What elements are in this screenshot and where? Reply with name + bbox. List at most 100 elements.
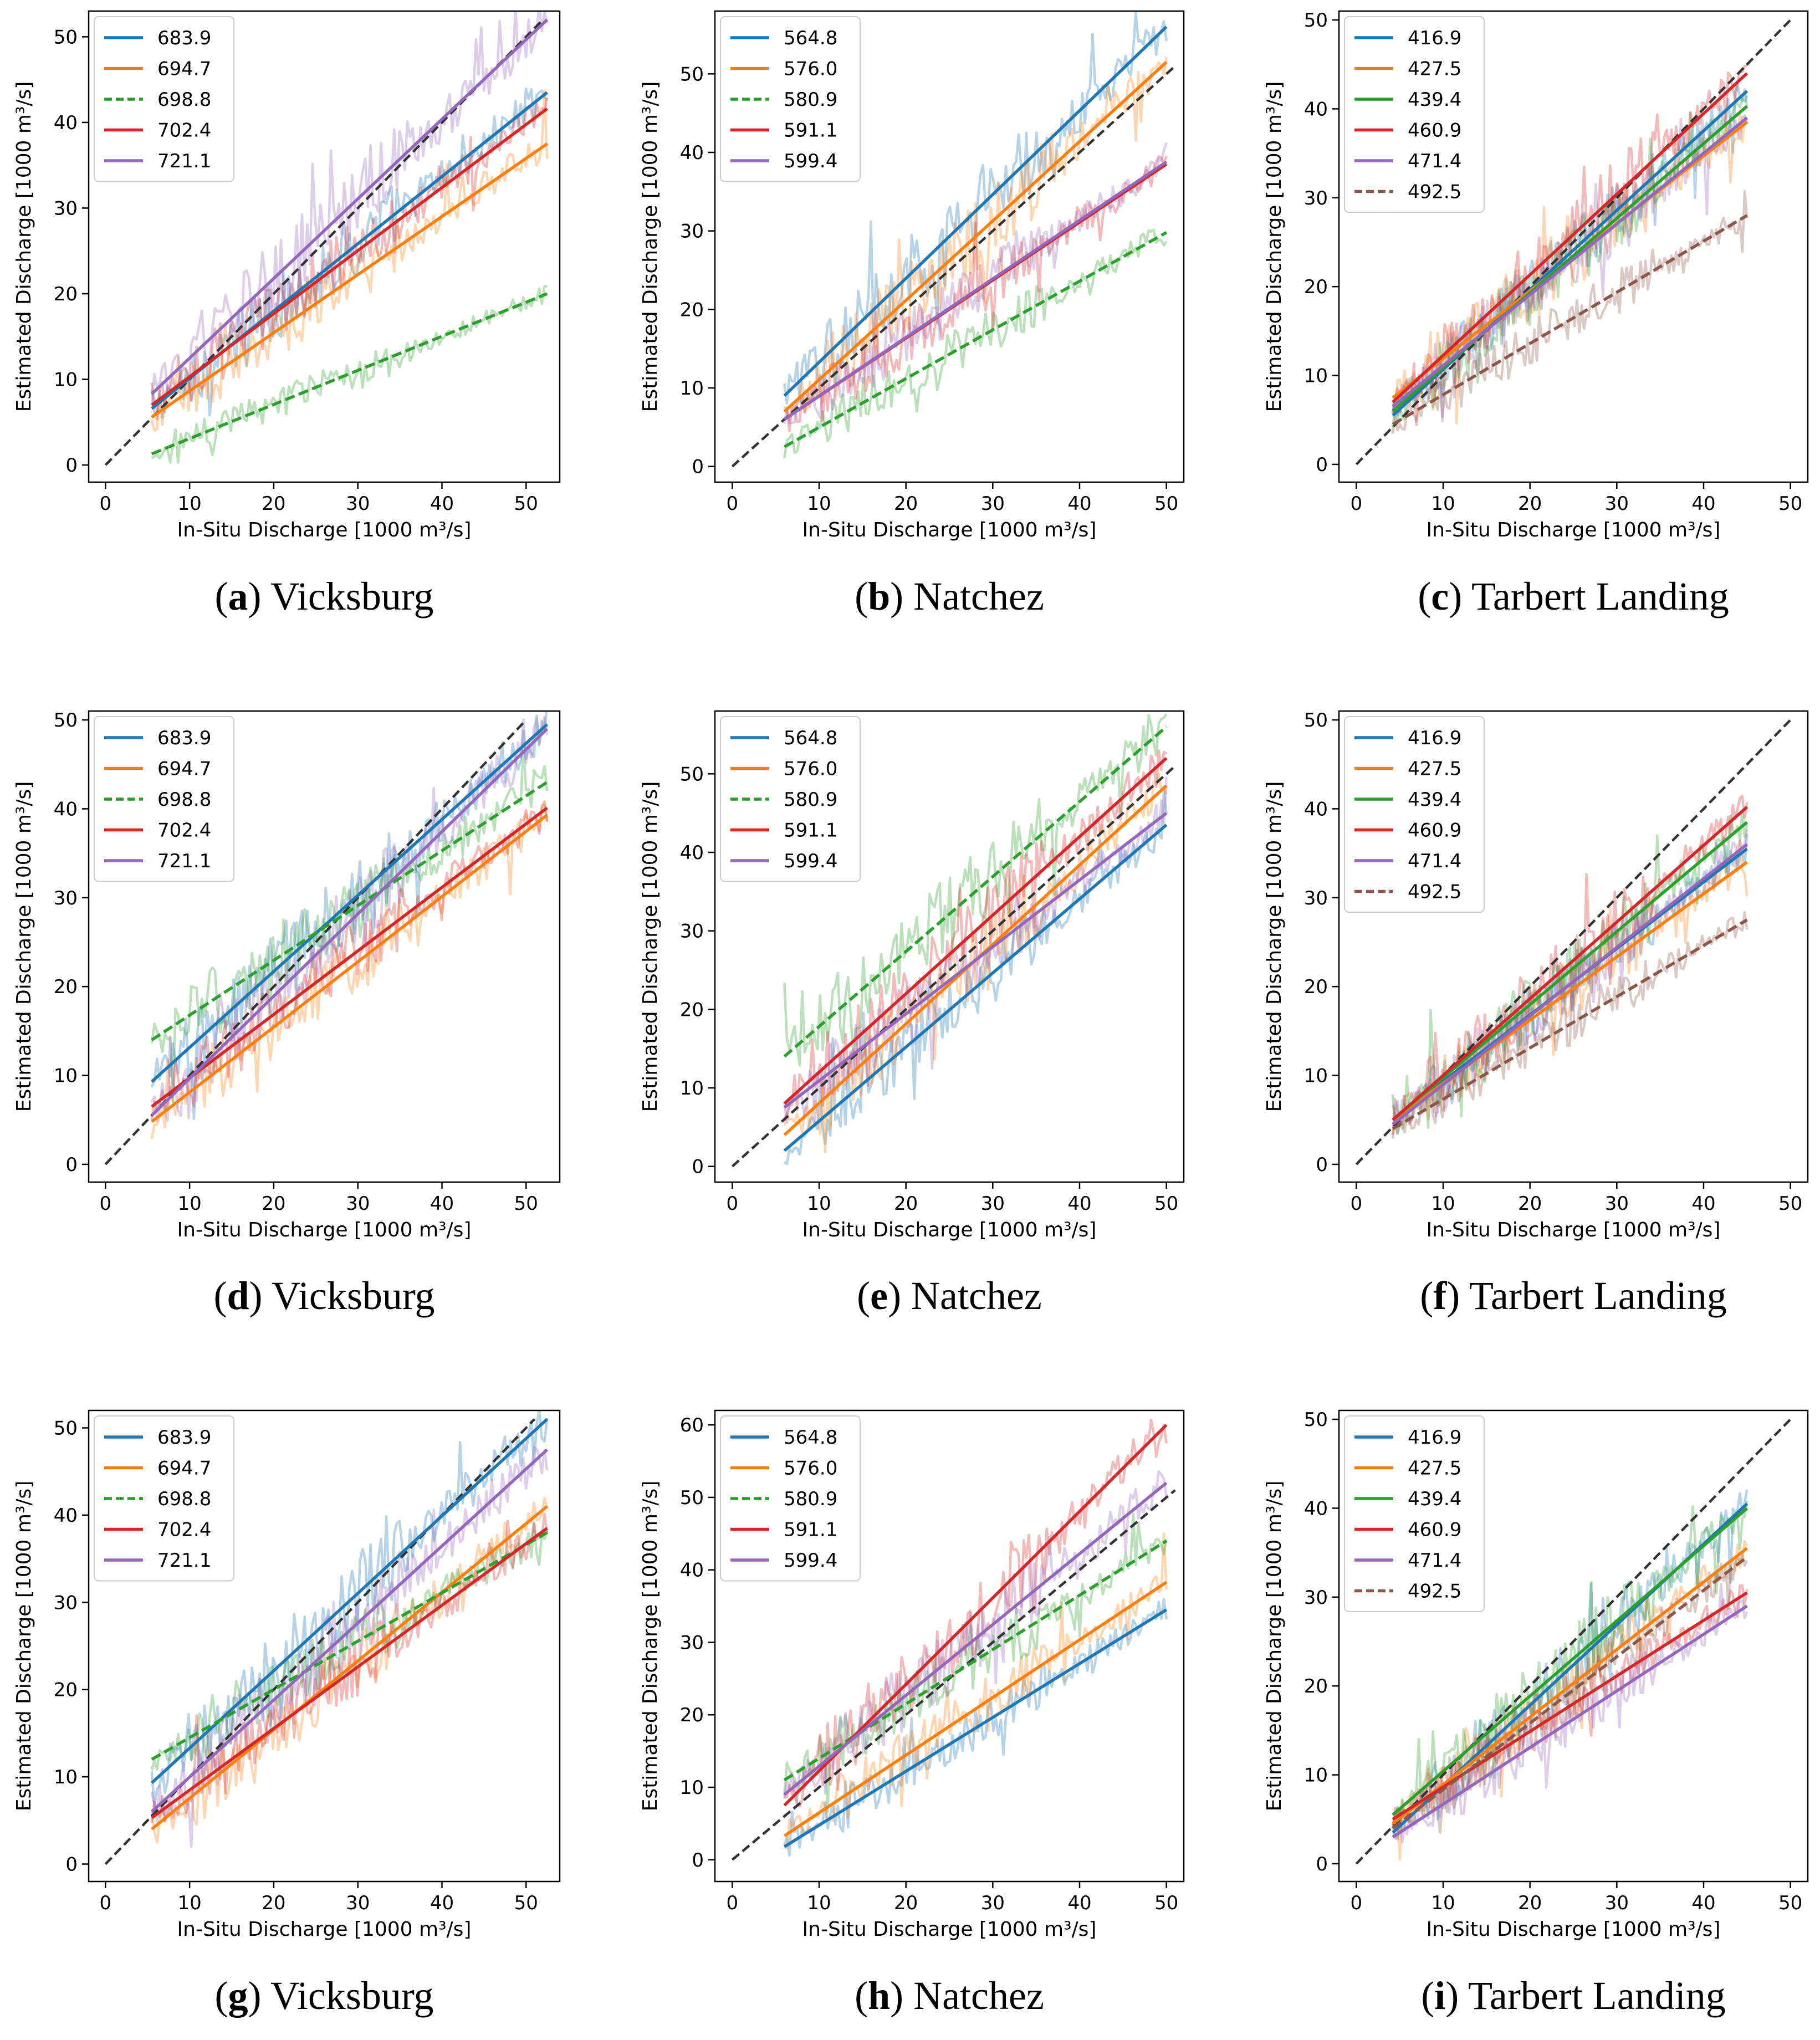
y-axis-label: Estimated Discharge [1000 m³/s] (13, 81, 35, 412)
y-tick-label: 0 (1316, 1853, 1328, 1875)
axes-frame (1338, 10, 1809, 483)
identity-line (1355, 19, 1792, 466)
legend: 416.9 427.5 439.4 460.9 471.4 492.5 (1344, 16, 1485, 213)
x-tick-label: 10 (178, 1892, 202, 1914)
fit-line-698.8 (151, 292, 548, 456)
raw-series-439.4 (1391, 809, 1749, 1134)
x-tick-label: 50 (1778, 1193, 1802, 1215)
fit-line-580.9 (783, 725, 1168, 1058)
raw-series-683.9 (150, 1410, 549, 1808)
y-tick-label: 50 (54, 26, 78, 48)
fit-line-492.5 (1392, 214, 1748, 426)
plot-series-layer (104, 1410, 549, 1865)
x-tick-label: 50 (1154, 1193, 1178, 1215)
y-tick-label: 30 (1304, 187, 1328, 209)
y-tick-label: 30 (54, 197, 78, 219)
fit-line-471.4 (1392, 116, 1749, 408)
y-axis-label: Estimated Discharge [1000 m³/s] (1263, 781, 1286, 1112)
fit-line-439.4 (1392, 1507, 1749, 1816)
y-tick-label: 20 (680, 999, 704, 1021)
x-tick-label: 50 (1154, 493, 1178, 515)
chart-panel-e: 0 10 20 30 40 50 0 10 20 30 40 50 In-Situ Discharge … (639, 710, 1185, 1318)
y-tick-label: 40 (1304, 1497, 1328, 1520)
y-tick-label: 40 (1304, 98, 1328, 120)
x-tick-label: 40 (1067, 493, 1091, 515)
legend-label: 427.5 (1408, 58, 1461, 80)
axes-frame (88, 1409, 561, 1883)
legend-label: 471.4 (1408, 150, 1461, 172)
legend-label: 460.9 (1408, 820, 1461, 842)
y-axis-label: Estimated Discharge [1000 m³/s] (13, 781, 35, 1112)
y-tick-label: 30 (680, 221, 704, 243)
caption-paren-open: ( (215, 574, 228, 618)
legend-label: 416.9 (1408, 727, 1461, 749)
fit-line-580.9 (783, 231, 1168, 448)
legend-label: 702.4 (157, 1519, 211, 1541)
y-tick-label: 10 (1304, 1065, 1328, 1087)
axes-frame (88, 10, 561, 483)
caption-paren-open: ( (1421, 1973, 1434, 2018)
x-tick-label: 20 (262, 1193, 285, 1215)
legend-label: 416.9 (1408, 1427, 1461, 1449)
identity-line (731, 65, 1176, 468)
fit-line-471.4 (1392, 843, 1749, 1126)
x-tick-label: 20 (894, 1892, 918, 1914)
fit-line-599.4 (783, 160, 1168, 421)
legend-label: 492.5 (1408, 181, 1461, 203)
plot-series-layer (1355, 1418, 1792, 1865)
y-axis-label: Estimated Discharge [1000 m³/s] (1263, 1481, 1286, 1812)
panel-caption: (e) Natchez (857, 1274, 1042, 1318)
legend-label: 702.4 (157, 820, 211, 842)
y-tick-label: 40 (54, 1505, 78, 1527)
legend-label: 599.4 (784, 850, 837, 872)
legend: 683.9 694.7 698.8 702.4 721.1 (94, 716, 234, 882)
x-tick-label: 0 (100, 1193, 112, 1215)
legend: 683.9 694.7 698.8 702.4 721.1 (94, 16, 234, 182)
x-tick-label: 30 (346, 493, 370, 515)
caption-paren-close: ) (890, 1973, 913, 2018)
legend-box (1344, 1415, 1485, 1612)
legend-label: 564.8 (784, 727, 837, 749)
caption-station: Vicksburg (272, 1274, 434, 1318)
raw-series-599.4 (783, 776, 1168, 1124)
caption-paren-open: ( (1418, 574, 1431, 618)
y-tick-label: 20 (680, 299, 704, 321)
raw-series-580.9 (783, 713, 1168, 1067)
fit-line-721.1 (150, 1448, 549, 1813)
fit-line-599.4 (783, 811, 1168, 1109)
legend-label: 471.4 (1408, 850, 1461, 872)
fit-line-492.5 (1392, 918, 1748, 1131)
plot-series-layer (1355, 719, 1792, 1165)
legend-label: 492.5 (1408, 1581, 1461, 1603)
legend-box (720, 16, 861, 182)
legend-label: 564.8 (784, 1427, 837, 1449)
caption-paren-open: ( (855, 574, 868, 618)
caption-paren-close: ) (890, 574, 913, 618)
chart-panel-a: 0 10 20 30 40 50 0 10 20 30 40 50 In-Situ Discharge … (13, 10, 561, 618)
x-axis-label: In-Situ Discharge [1000 m³/s] (802, 1918, 1097, 1941)
raw-series-694.7 (150, 1496, 549, 1844)
x-tick-label: 30 (1605, 1193, 1629, 1215)
caption-paren-close: ) (888, 1274, 911, 1318)
axes-frame (1338, 1409, 1809, 1883)
legend-label: 683.9 (157, 727, 211, 749)
x-tick-label: 30 (981, 1892, 1005, 1914)
x-tick-label: 40 (1691, 493, 1715, 515)
y-axis-label: Estimated Discharge [1000 m³/s] (13, 1481, 35, 1812)
y-tick-label: 0 (692, 456, 704, 478)
caption-paren-open: ( (215, 1973, 228, 2018)
panel-caption: (b) Natchez (855, 574, 1044, 618)
panel-caption: (a) Vicksburg (215, 574, 434, 618)
x-tick-label: 0 (100, 493, 112, 515)
x-tick-label: 50 (514, 493, 538, 515)
y-tick-label: 50 (680, 1487, 704, 1509)
axes-frame (714, 10, 1185, 483)
panel-caption: (c) Tarbert Landing (1418, 574, 1729, 618)
x-tick-label: 30 (981, 493, 1005, 515)
raw-series-721.1 (150, 1446, 549, 1848)
raw-series-683.9 (150, 87, 548, 419)
fit-line-564.8 (783, 1608, 1168, 1848)
axes-frame (88, 710, 561, 1183)
raw-series-721.1 (150, 11, 549, 405)
